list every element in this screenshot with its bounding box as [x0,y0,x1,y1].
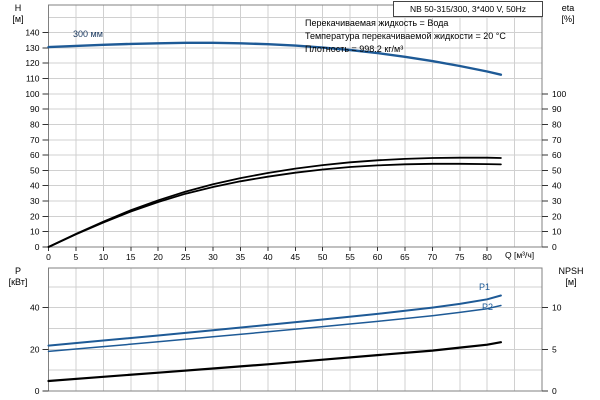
p1-curve-label: P1 [479,282,491,292]
y-tick-label: 90 [30,104,40,114]
x-tick-label: 35 [236,252,246,262]
x-tick-label: 60 [373,252,383,262]
y-tick-label: 0 [552,386,557,396]
y-tick-label: 5 [552,344,557,354]
eta-total-curve [47,162,502,248]
y-tick-label: 10 [552,303,562,313]
y-tick-label: 0 [552,242,557,252]
y-tick-label: 20 [552,211,562,221]
axis-title-line: [м] [565,277,577,287]
axis-title-line: H [14,3,22,13]
y-tick-label: 140 [25,28,39,38]
y-tick-label: 60 [30,150,40,160]
y-tick-label: 30 [552,196,562,206]
x-tick-label: 75 [455,252,465,262]
y-tick-label: 50 [552,165,562,175]
y-tick-label: 90 [552,104,562,114]
info-line-temperature: Температура перекачиваемой жидкости = 20… [305,31,506,41]
x-tick-label: 5 [74,252,79,262]
y-tick-label: 10 [30,227,40,237]
head-axis-title: H [м] [4,3,32,25]
info-line-density: Плотность = 998.2 кг/м³ [305,44,404,54]
info-line-liquid: Перекачиваемая жидкость = Вода [305,18,449,28]
y-tick-label: 20 [30,211,40,221]
x-tick-label: 45 [291,252,301,262]
pump-title-box: NB 50-315/300, 3*400 V, 50Hz [393,1,543,17]
axis-title-line: [м] [12,14,24,24]
impeller-size-label: 300 мм [73,29,103,39]
y-tick-label: 0 [35,386,40,396]
axis-title-line: [кВт] [8,277,28,287]
y-tick-label: 70 [30,135,40,145]
y-tick-label: 100 [25,89,39,99]
p1-curve [47,294,502,347]
axis-title-line: eta [561,3,575,13]
x-tick-label: 70 [428,252,438,262]
p2-curve-label: P2 [482,302,494,312]
x-tick-label: 40 [263,252,273,262]
x-tick-label: 15 [126,252,136,262]
liquid-info-block: Перекачиваемая жидкость = Вода Температу… [305,17,506,56]
x-tick-label: 20 [153,252,163,262]
x-tick-label: 0 [46,252,51,262]
y-tick-label: 80 [552,119,562,129]
power-axis-title: P [кВт] [2,266,34,288]
y-tick-label: 50 [30,165,40,175]
y-tick-label: 110 [26,74,40,84]
y-tick-label: 10 [552,227,562,237]
p2-curve [47,304,502,353]
y-tick-label: 70 [552,135,562,145]
y-tick-label: 130 [25,43,39,53]
eta-pump-curve [47,156,502,248]
y-tick-label: 120 [25,58,39,68]
eta-axis-title: eta [%] [550,3,586,25]
chart-border [47,267,543,392]
y-tick-label: 80 [30,119,40,129]
npsh-axis-title: NPSH [м] [548,266,594,288]
axis-title-line: [%] [561,14,575,24]
x-tick-label: 10 [99,252,109,262]
x-tick-label: 50 [318,252,328,262]
x-tick-label: 80 [482,252,492,262]
y-tick-label: 40 [30,181,40,191]
npsh-curve [47,341,502,383]
y-tick-label: 20 [30,344,40,354]
axis-title-line: NPSH [558,266,584,276]
y-tick-label: 40 [552,181,562,191]
y-tick-label: 40 [30,303,40,313]
head-curve [47,41,503,76]
x-tick-label: 30 [208,252,218,262]
y-tick-label: 100 [552,89,566,99]
y-tick-label: 0 [35,242,40,252]
flow-axis-unit-label: Q [м³/ч] [505,250,535,260]
y-tick-label: 60 [552,150,562,160]
x-tick-label: 25 [181,252,191,262]
x-tick-label: 55 [345,252,355,262]
x-tick-label: 65 [400,252,410,262]
y-tick-label: 30 [30,196,40,206]
axis-title-line: P [14,266,21,276]
